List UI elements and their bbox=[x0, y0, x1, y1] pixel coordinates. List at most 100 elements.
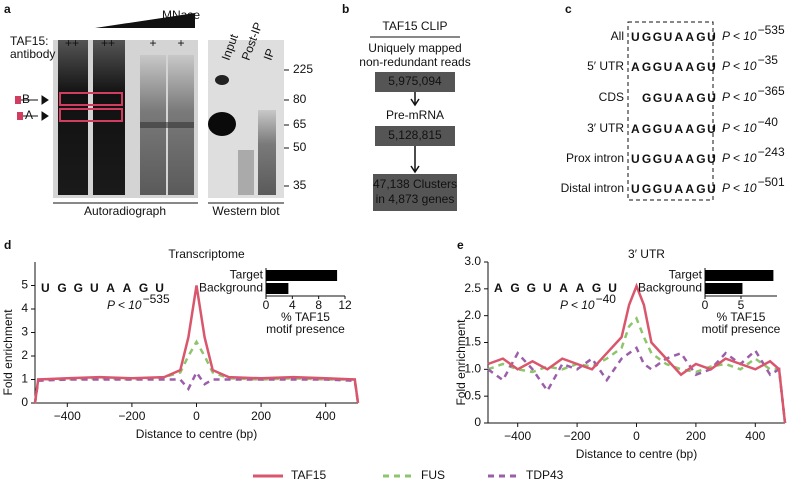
legend-label: FUS bbox=[421, 468, 445, 482]
motif-letter: G bbox=[696, 60, 705, 74]
motif-letter: U bbox=[707, 91, 716, 105]
x-tick-label: 5 bbox=[738, 298, 745, 312]
motif-letter: U bbox=[631, 152, 640, 166]
motif-letter: A bbox=[675, 182, 684, 196]
chart-title: Transcriptome bbox=[168, 247, 245, 261]
motif-letter: G bbox=[74, 281, 83, 295]
panel-label: a bbox=[4, 2, 11, 16]
blot-lane bbox=[258, 110, 276, 195]
row-name: All bbox=[611, 29, 624, 43]
motif-letter: G bbox=[696, 152, 705, 166]
motif-letter: G bbox=[642, 91, 651, 105]
y-tick-label: 5 bbox=[21, 278, 28, 292]
motif-letter: G bbox=[642, 152, 651, 166]
motif-letter: U bbox=[608, 281, 617, 295]
motif-letter: G bbox=[642, 60, 651, 74]
band-icon bbox=[15, 96, 21, 104]
series-line bbox=[487, 346, 787, 424]
series-line bbox=[33, 369, 360, 404]
motif-letter: U bbox=[631, 182, 640, 196]
flow-count: 5,975,094 bbox=[388, 74, 442, 88]
blot-lane bbox=[238, 150, 254, 195]
gel-lane bbox=[93, 40, 125, 195]
row-label: TAF15: bbox=[10, 34, 48, 48]
motif-letter: U bbox=[707, 152, 716, 166]
bar bbox=[705, 270, 774, 281]
p-exponent: −243 bbox=[758, 145, 785, 159]
x-axis-title: motif presence bbox=[702, 322, 781, 336]
category-label: Background bbox=[638, 281, 702, 295]
category-label: Target bbox=[669, 268, 703, 282]
blot-spot bbox=[208, 112, 236, 136]
y-tick-label: 0.5 bbox=[464, 388, 481, 402]
marker: 35 bbox=[293, 178, 307, 192]
motif-letter: G bbox=[653, 122, 662, 136]
x-axis-title: motif presence bbox=[266, 322, 345, 336]
motif-box bbox=[627, 21, 714, 201]
marker: 50 bbox=[293, 140, 307, 154]
lane-mark: + bbox=[149, 36, 156, 50]
flow-step: non-redundant reads bbox=[359, 55, 470, 69]
motif-letter: U bbox=[707, 182, 716, 196]
p-value: P < 10 bbox=[722, 29, 757, 43]
motif-letter: G bbox=[592, 281, 601, 295]
motif-letter: G bbox=[527, 281, 536, 295]
lane-mark: ++ bbox=[101, 36, 115, 50]
marker: 65 bbox=[293, 117, 307, 131]
motif-letter: G bbox=[696, 182, 705, 196]
y-tick-label: 1.0 bbox=[464, 362, 481, 376]
bar bbox=[266, 283, 289, 294]
result-box bbox=[373, 174, 457, 211]
motif-letter: G bbox=[696, 30, 705, 44]
motif-letter: G bbox=[653, 152, 662, 166]
count-box bbox=[375, 72, 455, 92]
x-tick-label: 0 bbox=[702, 298, 709, 312]
motif-letter: U bbox=[631, 30, 640, 44]
motif-letter: A bbox=[494, 281, 503, 295]
series-line bbox=[33, 339, 360, 404]
p-exponent: −365 bbox=[758, 84, 785, 98]
lane-name: IP bbox=[261, 47, 278, 62]
motif-letter: U bbox=[664, 91, 673, 105]
p-exponent: −535 bbox=[143, 292, 170, 306]
p-value: P < 10 bbox=[722, 151, 757, 165]
p-value: P < 10 bbox=[560, 298, 595, 312]
flow-step: Pre-mRNA bbox=[386, 108, 444, 122]
x-tick-label: 200 bbox=[686, 429, 706, 443]
motif-letter: G bbox=[653, 91, 662, 105]
motif-letter: G bbox=[642, 182, 651, 196]
p-value: P < 10 bbox=[107, 298, 142, 312]
row-name: 3′ UTR bbox=[587, 121, 624, 135]
arrow bbox=[410, 146, 420, 174]
row-name: CDS bbox=[599, 90, 624, 104]
lane-mark: + bbox=[177, 36, 184, 50]
flow-result: 47,138 Clusters bbox=[373, 177, 457, 191]
band-label: B bbox=[22, 92, 30, 106]
motif-letter: G bbox=[696, 91, 705, 105]
motif-letter: G bbox=[139, 281, 148, 295]
x-tick-label: 0 bbox=[263, 298, 270, 312]
bar bbox=[705, 283, 743, 294]
y-tick-label: 3 bbox=[21, 325, 28, 339]
motif-letter: A bbox=[686, 91, 695, 105]
motif-letter: A bbox=[559, 281, 568, 295]
marker: 80 bbox=[293, 92, 307, 106]
row-name: 5′ UTR bbox=[587, 59, 624, 73]
motif-letter: A bbox=[685, 60, 694, 74]
motif-letter: A bbox=[675, 60, 684, 74]
motif-letter: U bbox=[664, 60, 673, 74]
flow-step: Uniquely mapped bbox=[368, 41, 461, 55]
motif-letter: G bbox=[642, 30, 651, 44]
p-value: P < 10 bbox=[722, 121, 757, 135]
enzyme-label: MNase bbox=[162, 8, 200, 22]
panel-label: b bbox=[342, 2, 349, 16]
x-tick-label: −200 bbox=[564, 429, 591, 443]
p-exponent: −40 bbox=[758, 115, 779, 129]
motif-letter: G bbox=[653, 182, 662, 196]
y-tick-label: 1 bbox=[21, 372, 28, 386]
motif-letter: A bbox=[631, 60, 640, 74]
band-arrow bbox=[18, 95, 49, 121]
motif-letter: G bbox=[653, 60, 662, 74]
x-tick-label: 0 bbox=[193, 409, 200, 423]
